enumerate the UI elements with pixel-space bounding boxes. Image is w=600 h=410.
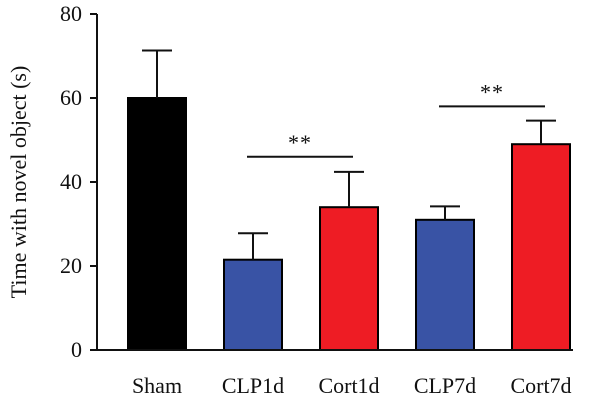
bar-clp7d (415, 218, 475, 351)
y-axis: 0 20 40 60 80 (60, 1, 98, 362)
error-bars (142, 49, 556, 260)
x-tick-label-sham: Sham (132, 373, 182, 398)
x-tick-label-clp1d: CLP1d (222, 373, 284, 398)
significance-annotations: ** ** (247, 79, 545, 158)
bar-sham (127, 97, 187, 351)
y-tick-label: 40 (60, 169, 82, 194)
x-tick-label-cort7d: Cort7d (510, 373, 571, 398)
bars (127, 97, 571, 352)
y-tick-label: 20 (60, 253, 82, 278)
y-axis-title: Time with novel object (s) (6, 66, 31, 299)
bar-clp1d (223, 258, 283, 352)
x-axis: Sham CLP1d Cort1d CLP7d Cort7d (97, 349, 573, 398)
significance-label: ** (480, 79, 504, 104)
bar-cort1d (319, 206, 379, 351)
y-tick-label: 60 (60, 85, 82, 110)
significance-label: ** (288, 130, 312, 155)
x-tick-label-clp7d: CLP7d (414, 373, 476, 398)
x-tick-label-cort1d: Cort1d (318, 373, 379, 398)
y-tick-label: 0 (71, 337, 82, 362)
y-tick-label: 80 (60, 1, 82, 26)
bar-cort7d (511, 143, 571, 351)
